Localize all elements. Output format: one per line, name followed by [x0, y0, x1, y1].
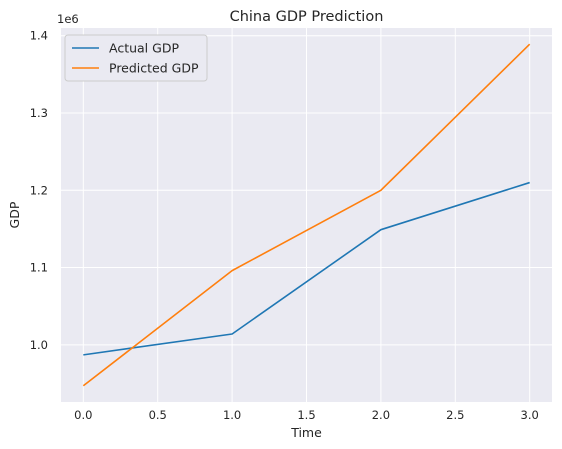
- y-tick-label: 1.4: [30, 29, 48, 43]
- y-tick-label: 1.3: [30, 106, 48, 120]
- y-tick-label: 1.1: [30, 261, 48, 275]
- grid-lines: [61, 28, 552, 402]
- legend-box: [64, 34, 208, 82]
- legend-label-actual-gdp: Actual GDP: [109, 41, 179, 56]
- x-axis-label: Time: [290, 425, 322, 440]
- x-tick-label: 0.0: [74, 408, 92, 422]
- x-tick-label: 0.5: [149, 408, 167, 422]
- y-axis-label: GDP: [7, 201, 22, 228]
- x-tick-label: 2.5: [446, 408, 464, 422]
- series-line-1: [82, 43, 531, 387]
- x-axis: 0.0 0.5 1.0 1.5 2.0 2.5 3.0: [74, 408, 539, 422]
- legend-label-predicted-gdp: Predicted GDP: [109, 61, 199, 76]
- legend: Actual GDP Predicted GDP: [64, 34, 208, 82]
- y-axis: 1.0 1.1 1.2 1.3 1.4: [30, 29, 48, 352]
- x-tick-label: 2.0: [372, 408, 390, 422]
- x-tick-label: 1.5: [297, 408, 315, 422]
- series-layer: [82, 43, 531, 387]
- chart-title: China GDP Prediction: [230, 9, 384, 25]
- x-tick-label: 1.0: [223, 408, 241, 422]
- series-line-0: [83, 181, 530, 356]
- x-tick-label: 3.0: [521, 408, 539, 422]
- y-tick-label: 1.2: [30, 183, 48, 197]
- y-tick-label: 1.0: [30, 338, 48, 352]
- y-axis-offset-label: 1e6: [57, 12, 79, 26]
